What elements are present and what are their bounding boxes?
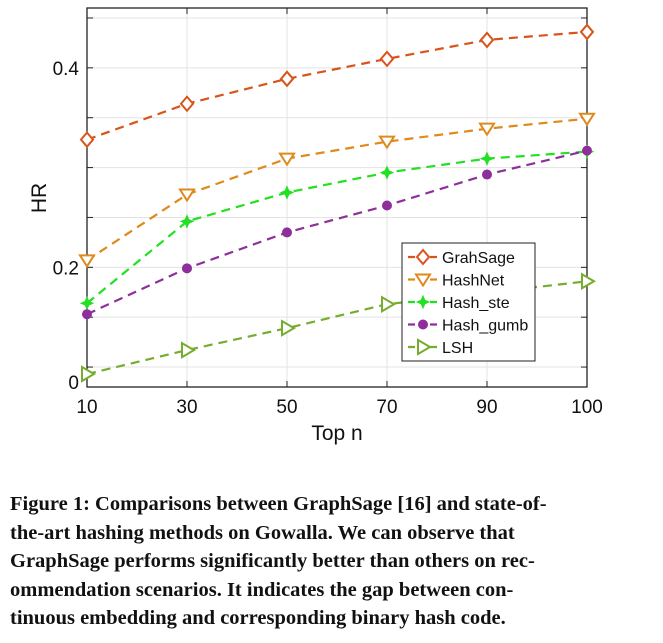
series-hashnet <box>78 112 596 269</box>
data-point <box>279 185 295 200</box>
data-point <box>381 295 396 313</box>
caption-line-4: ommendation scenarios. It indicates the … <box>10 578 514 601</box>
legend-label: Hash_ste <box>442 295 510 312</box>
legend-marker <box>415 294 431 310</box>
data-point <box>379 165 395 180</box>
legend-label: Hash_gumb <box>442 318 528 335</box>
legend-entry: HashNet <box>408 273 505 290</box>
x-tick-label: 70 <box>376 397 397 418</box>
series-line <box>86 30 588 141</box>
caption-line-5: tinuous embedding and corresponding bina… <box>10 607 506 629</box>
legend-entry: Hash_gumb <box>408 318 528 335</box>
series-line <box>86 149 588 316</box>
data-point <box>382 200 392 211</box>
data-point <box>581 272 596 291</box>
figure-caption: Figure 1: Comparisons between GraphSage … <box>10 490 653 633</box>
data-point <box>579 23 595 41</box>
legend-marker <box>414 273 432 288</box>
legend-entry: Hash_ste <box>408 294 510 312</box>
data-point <box>479 151 495 166</box>
legend-entry: GrahSage <box>408 248 515 267</box>
y-tick-label: 0.4 <box>53 59 80 80</box>
data-point <box>482 169 492 180</box>
data-point <box>282 227 292 238</box>
data-point <box>578 112 596 127</box>
y-tick-label: 0.2 <box>53 258 79 279</box>
legend-label: GrahSage <box>442 250 515 267</box>
legend-label: LSH <box>442 340 473 357</box>
data-point <box>378 135 396 150</box>
data-point <box>79 131 95 149</box>
data-point <box>182 263 192 274</box>
axis-ticks: 10 30 50 70 90 100 0.4 0.2 0 <box>53 8 603 418</box>
series-line <box>86 117 588 262</box>
x-axis-label: Top n <box>311 422 362 445</box>
x-tick-label: 30 <box>176 397 197 418</box>
data-point <box>479 31 495 49</box>
legend-marker <box>418 319 428 330</box>
data-point <box>582 145 592 156</box>
x-tick-label: 10 <box>76 397 97 418</box>
x-tick-label: 100 <box>571 397 603 418</box>
data-point <box>181 341 196 359</box>
series-line <box>86 150 588 305</box>
data-point <box>478 122 496 137</box>
data-point <box>178 188 196 203</box>
legend-entry: LSH <box>408 338 473 357</box>
caption-line-1: Figure 1: Comparisons between GraphSage … <box>10 493 547 515</box>
legend-marker <box>415 248 431 266</box>
data-point <box>81 365 96 383</box>
data-point <box>179 214 195 229</box>
series-grahsage <box>79 23 595 149</box>
data-point <box>278 152 296 167</box>
caption-line-3: GraphSage performs significantly better … <box>10 550 535 572</box>
legend-marker <box>417 338 432 356</box>
data-point <box>379 50 395 68</box>
data-point <box>279 70 295 88</box>
data-point <box>281 319 296 337</box>
y-axis-label: HR <box>28 183 51 213</box>
series-hash-gumb <box>82 145 592 320</box>
x-tick-label: 90 <box>476 397 497 418</box>
legend: GrahSage HashNet Hash_ste Hash_gumb LSH <box>401 242 536 362</box>
data-point <box>82 309 92 320</box>
x-tick-label: 50 <box>276 397 297 418</box>
caption-line-2: the-art hashing methods on Gowalla. We c… <box>10 521 515 544</box>
data-point <box>179 95 195 113</box>
y-tick-label: 0 <box>68 373 79 394</box>
legend-label: HashNet <box>442 273 505 290</box>
data-point <box>78 254 96 269</box>
plot-frame <box>86 7 588 388</box>
hr-line-chart: 10 30 50 70 90 100 0.4 0.2 0 Top n HR GrahSage Ha… <box>28 7 603 445</box>
